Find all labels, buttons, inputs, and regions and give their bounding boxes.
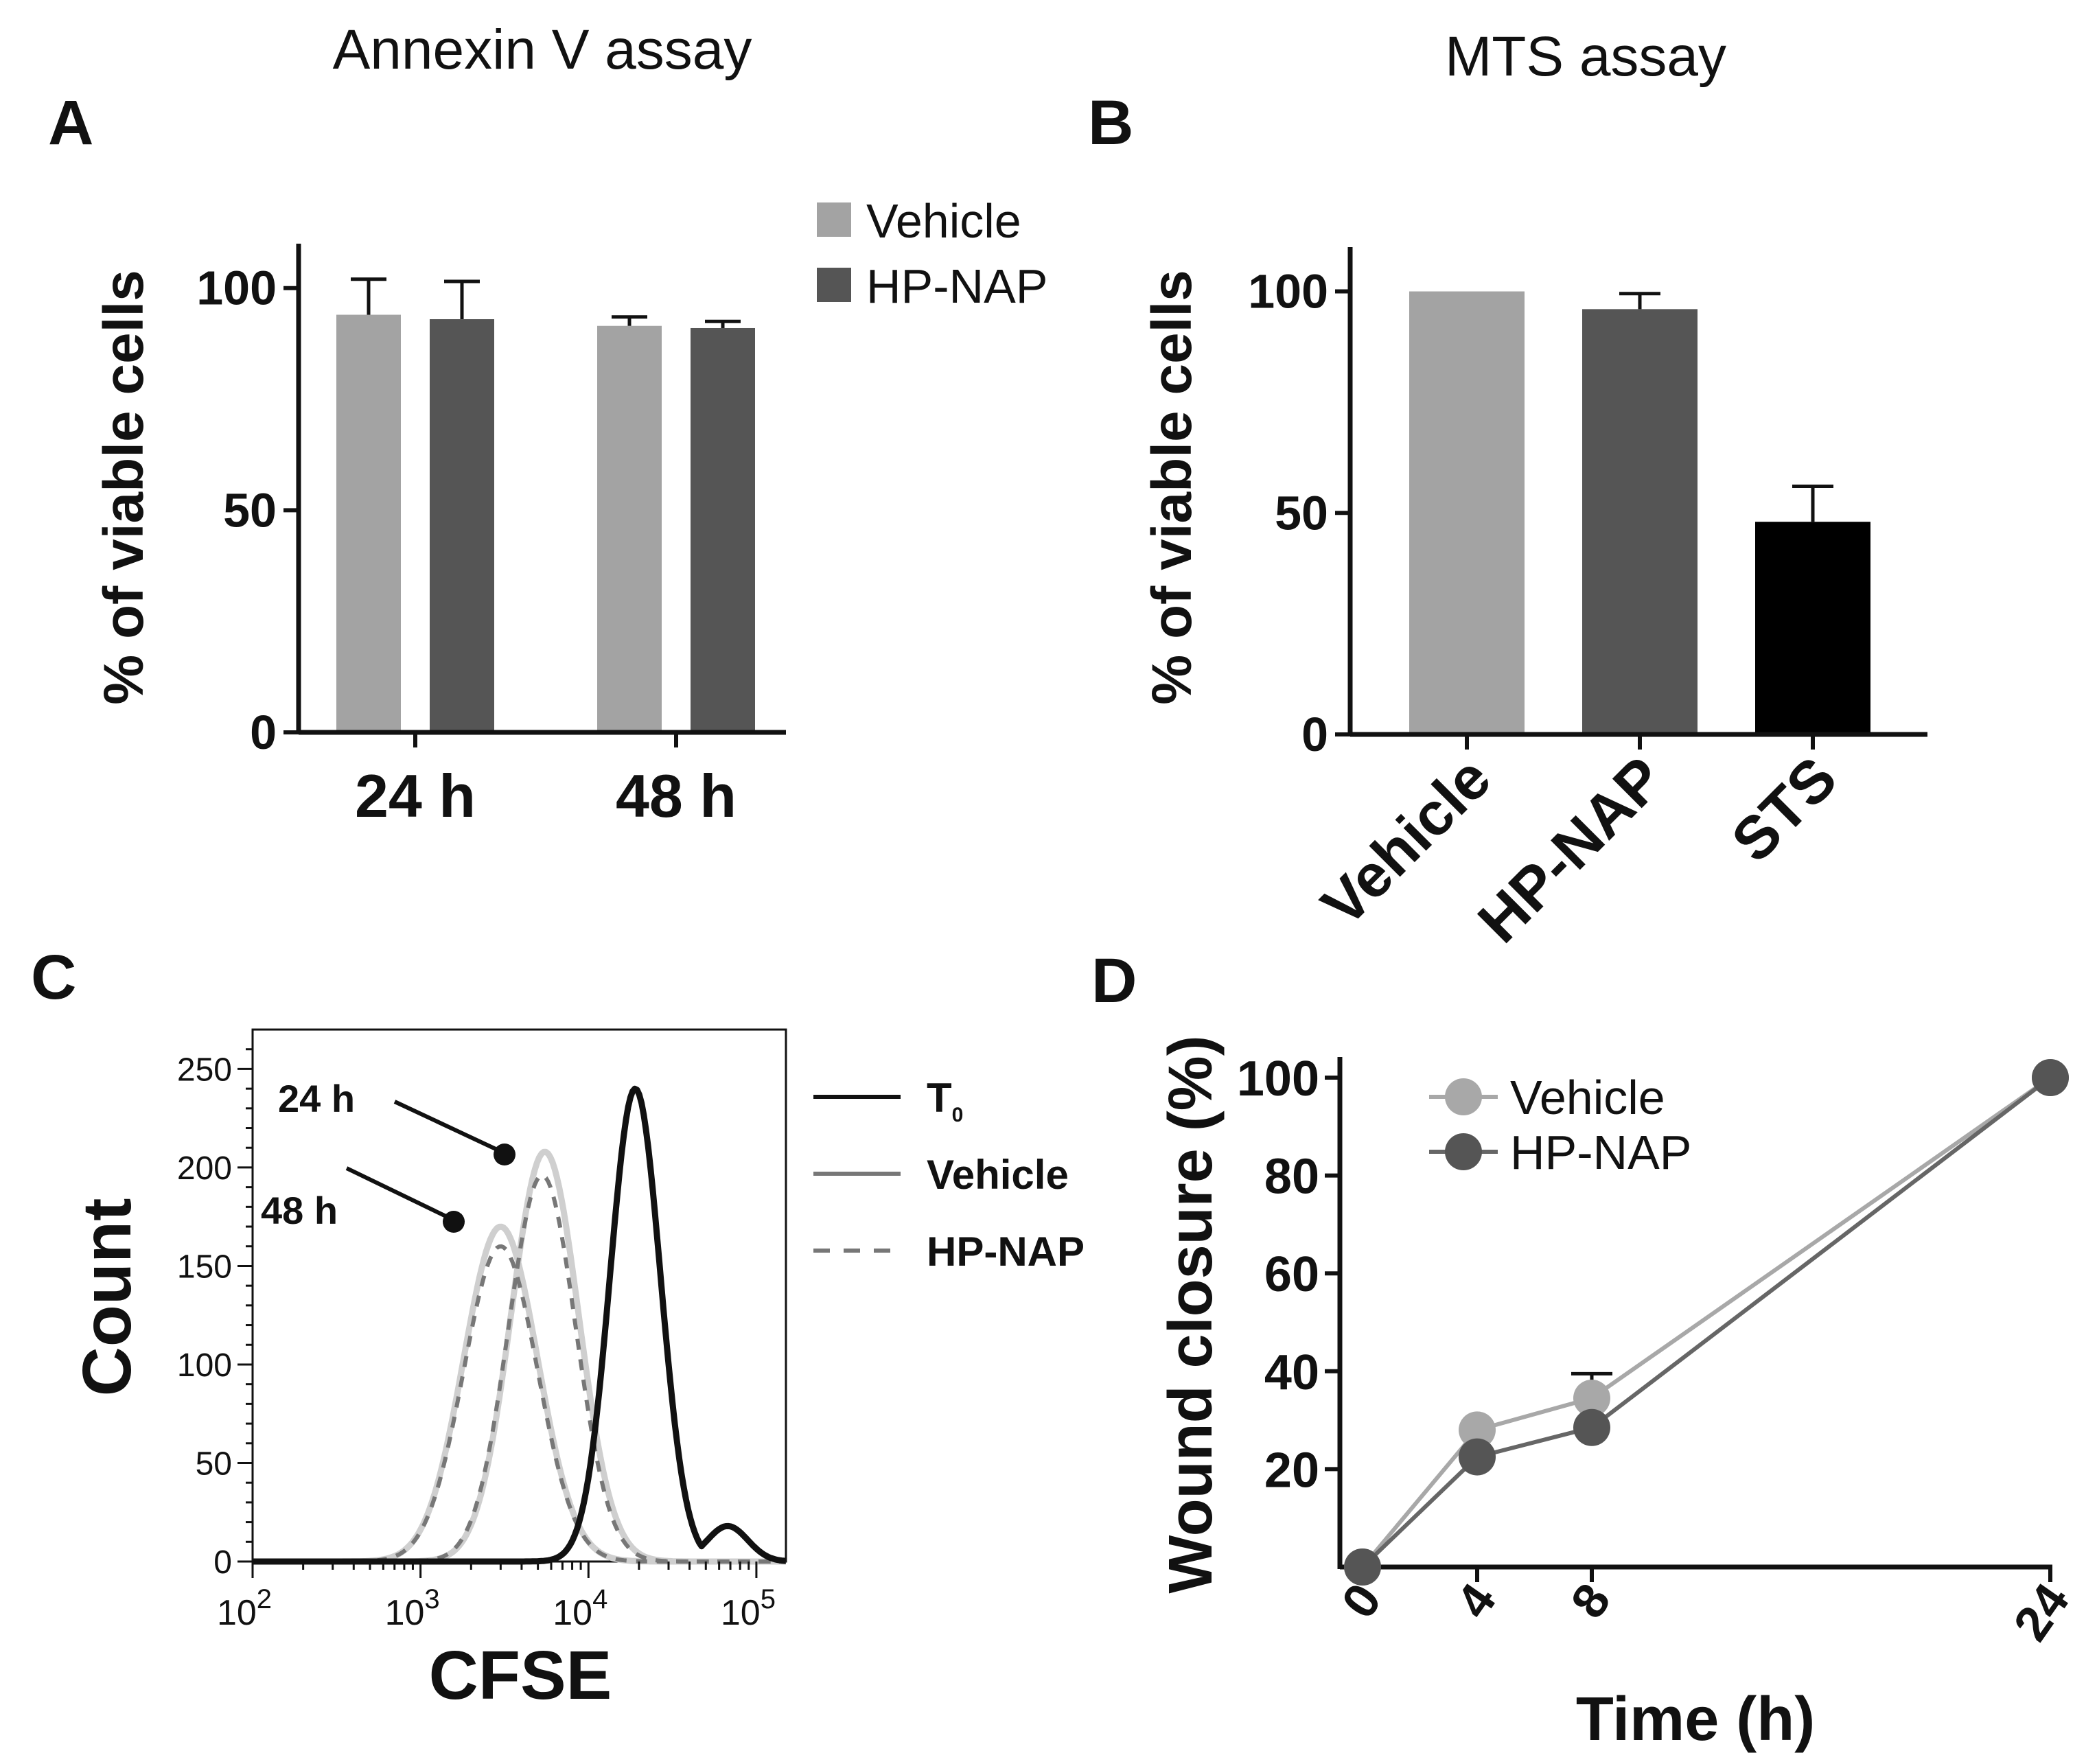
legend-label: HP-NAP — [927, 1229, 1085, 1275]
y-tick-label: 200 — [177, 1150, 232, 1187]
x-tick-base: 10 — [721, 1593, 761, 1633]
legend-marker — [1445, 1078, 1482, 1115]
y-tick-label: 50 — [196, 1446, 232, 1482]
y-tick-label: 150 — [177, 1249, 232, 1285]
legend-label-text: HP-NAP — [927, 1229, 1085, 1275]
x-tick-label: 8 — [1561, 1574, 1622, 1628]
y-tick-label: 40 — [1264, 1345, 1319, 1400]
data-point — [1459, 1411, 1496, 1449]
x-tick-label: 102 — [217, 1584, 272, 1633]
x-tick-exponent: 2 — [257, 1584, 272, 1614]
panel-a-letter: A — [48, 88, 93, 158]
bar — [336, 314, 401, 733]
panel-a-chart: 0 50 100 24 h 48 h % of viable cells Vehicle HP… — [93, 194, 1047, 830]
data-point — [2032, 1059, 2069, 1096]
x-axis-label: Time (h) — [1576, 1685, 1815, 1754]
legend-swatch — [817, 268, 851, 302]
x-tick-base: 10 — [217, 1593, 257, 1633]
legend-label: HP-NAP — [1510, 1126, 1691, 1179]
legend-label-text: T — [927, 1075, 952, 1121]
legend-marker — [1445, 1133, 1482, 1170]
x-tick-exponent: 3 — [424, 1584, 439, 1614]
annotation-pointer — [345, 1166, 454, 1222]
annotation-dot — [494, 1144, 515, 1165]
legend-label: HP-NAP — [866, 259, 1047, 313]
series-line-vehicle — [1360, 1076, 2052, 1568]
y-tick-label: 100 — [196, 262, 277, 315]
bar — [1755, 522, 1870, 734]
y-axis-label: Wound closure (%) — [1157, 1035, 1225, 1593]
annotation-24h: 24 h — [278, 1077, 355, 1120]
x-tick-exponent: 5 — [761, 1584, 776, 1614]
x-tick-label: 105 — [721, 1584, 776, 1633]
y-tick-label: 100 — [1248, 265, 1328, 318]
y-axis-label: % of viable cells — [93, 270, 155, 705]
panel-c-letter: C — [31, 942, 76, 1012]
y-tick-label: 0 — [250, 706, 277, 759]
x-tick-label: 24 h — [355, 762, 476, 830]
x-axis-label: CFSE — [429, 1637, 612, 1714]
y-tick-label: 100 — [1237, 1052, 1319, 1106]
y-tick-label: 100 — [177, 1347, 232, 1384]
x-tick-exponent: 4 — [592, 1584, 607, 1614]
legend-label-text: Vehicle — [927, 1152, 1069, 1198]
data-point — [1573, 1380, 1610, 1417]
y-axis-label: Count — [69, 1198, 146, 1397]
series-line-hp-nap — [1360, 1076, 2052, 1569]
curve-hp-nap — [253, 1244, 786, 1564]
curve-hp-nap — [253, 1173, 786, 1564]
legend-label: T0 — [927, 1075, 963, 1126]
panel-b-letter: B — [1088, 88, 1133, 158]
y-tick-label: 50 — [1275, 486, 1328, 539]
legend-swatch — [817, 202, 851, 237]
y-tick-label: 250 — [177, 1052, 232, 1088]
y-axis-label: % of viable cells — [1141, 270, 1203, 705]
y-tick-label: 0 — [1301, 708, 1328, 761]
x-tick-label: 48 h — [616, 762, 737, 830]
x-tick-label: HP-NAP — [1465, 743, 1677, 955]
y-tick-label: 60 — [1264, 1247, 1319, 1302]
bar — [691, 327, 755, 732]
annotation-48h: 48 h — [261, 1189, 338, 1232]
data-point — [1573, 1408, 1610, 1446]
annotation-dot — [443, 1211, 465, 1233]
legend-label: Vehicle — [1510, 1071, 1665, 1124]
bar — [1582, 309, 1698, 734]
data-point — [1459, 1438, 1496, 1476]
legend-label-subscript: 0 — [952, 1104, 964, 1126]
y-tick-label: 0 — [213, 1544, 232, 1581]
y-tick-label: 80 — [1264, 1150, 1319, 1205]
panel-a-heading: Annexin V assay — [333, 19, 752, 81]
legend-label: Vehicle — [866, 194, 1021, 248]
y-tick-label: 20 — [1264, 1443, 1319, 1498]
curve-t0 — [251, 1085, 787, 1565]
x-tick-label: 4 — [1446, 1574, 1507, 1628]
x-tick-label: 103 — [385, 1584, 440, 1633]
bar — [597, 325, 662, 732]
x-tick-label: STS — [1718, 743, 1849, 874]
panel-d-letter: D — [1091, 946, 1137, 1016]
bar — [430, 319, 494, 732]
y-tick-label: 50 — [223, 483, 277, 537]
x-tick-label: 24 — [2004, 1574, 2080, 1650]
legend-label: Vehicle — [927, 1152, 1069, 1198]
x-tick-base: 10 — [553, 1593, 592, 1633]
x-tick-label: 104 — [553, 1584, 607, 1633]
panel-b-heading: MTS assay — [1445, 25, 1726, 88]
annotation-pointer — [393, 1100, 506, 1155]
x-tick-base: 10 — [385, 1593, 425, 1633]
data-point — [1344, 1548, 1381, 1586]
bar — [1409, 291, 1525, 735]
